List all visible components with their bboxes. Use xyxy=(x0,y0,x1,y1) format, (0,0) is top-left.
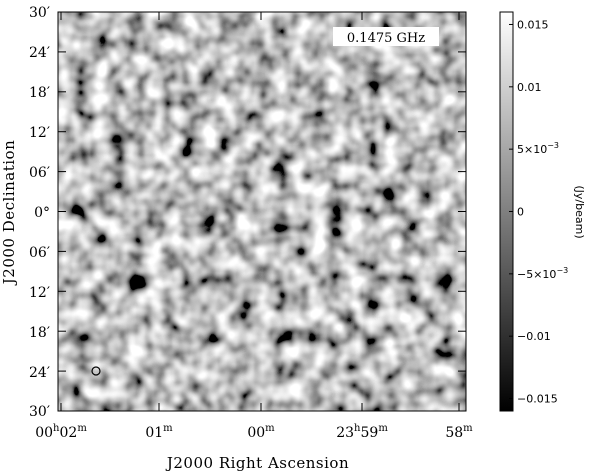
y-tick-label: 12′ xyxy=(29,285,50,301)
x-tick-labels: 00h02m 01m 00m 23h59m 58m xyxy=(35,423,473,441)
colorbar: 0.015 0.01 5×10−3 0 −5×10−3 −0.01 −0.015 xyxy=(499,11,568,412)
y-tick-label: 18′ xyxy=(29,85,50,101)
x-tick-label: 58m xyxy=(445,423,473,441)
y-tick-label: 06′ xyxy=(29,165,50,181)
colorbar-tick-label: −5×10−3 xyxy=(517,266,568,281)
x-tick-marks xyxy=(60,12,460,411)
colorbar-tick-label: −0.015 xyxy=(517,393,558,406)
y-tick-marks xyxy=(58,11,466,412)
colorbar-ticks: 0.015 0.01 5×10−3 0 −5×10−3 −0.01 −0.015 xyxy=(509,18,568,406)
colorbar-tick-label: 5×10−3 xyxy=(517,141,559,156)
y-tick-label: 24′ xyxy=(29,45,50,61)
frequency-label-box: 0.1475 GHz xyxy=(333,27,439,46)
x-tick-label: 00m xyxy=(247,423,275,441)
y-tick-labels: 30′ 24′ 18′ 12′ 06′ 0° 06′ 12′ 18′ 24′ 3… xyxy=(29,5,50,420)
x-tick-label: 00h02m xyxy=(35,423,87,441)
colorbar-tick-label: 0.015 xyxy=(517,18,549,31)
map-image xyxy=(58,12,466,411)
beam-ellipse xyxy=(91,366,101,376)
y-tick-label: 12′ xyxy=(29,125,50,141)
x-tick-label: 01m xyxy=(145,423,173,441)
y-axis-title: J2000 Declination xyxy=(0,140,18,286)
y-tick-label: 30′ xyxy=(29,5,50,21)
colorbar-tick-label: 0.01 xyxy=(517,81,542,94)
y-tick-label: 18′ xyxy=(29,325,50,341)
colorbar-tick-label: −0.01 xyxy=(517,330,551,343)
colorbar-tick-label: 0 xyxy=(517,206,524,219)
y-tick-label: 06′ xyxy=(29,245,50,261)
frequency-label: 0.1475 GHz xyxy=(347,31,425,46)
y-tick-label: 24′ xyxy=(29,365,50,381)
y-tick-label: 0° xyxy=(34,205,50,221)
x-axis-title: J2000 Right Ascension xyxy=(165,454,349,472)
colorbar-unit-label: (Jy/beam) xyxy=(573,185,586,238)
y-tick-label: 30′ xyxy=(29,404,50,420)
x-tick-label: 23h59m xyxy=(336,423,388,441)
